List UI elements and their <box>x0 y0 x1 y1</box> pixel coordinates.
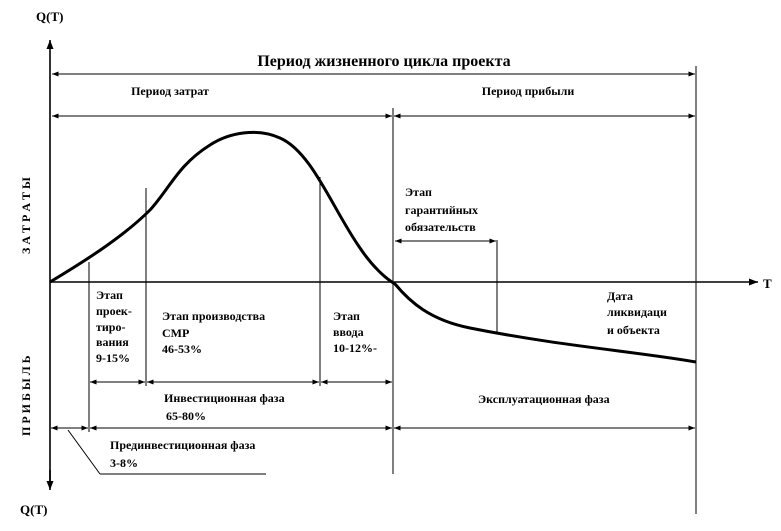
warranty-label: Этап гарантийных обязательств <box>405 185 481 234</box>
liquidation-line-2: ликвидаци <box>607 305 667 319</box>
design-line-5: 9-15% <box>96 351 130 365</box>
commissioning-line-1: Этап <box>333 309 360 323</box>
construction-stage-label: Этап производства СМР 46-53% <box>162 309 268 356</box>
cost-profit-curve <box>49 130 697 364</box>
construction-line-2: СМР <box>162 326 189 340</box>
warranty-line-3: обязательств <box>405 220 476 234</box>
investment-phase-percent: 65-80% <box>166 409 206 423</box>
x-axis-label: T <box>763 276 772 291</box>
warranty-line-1: Этап <box>405 185 432 199</box>
investment-percent-mask <box>150 421 230 429</box>
investment-phase-label: Инвестиционная фаза <box>164 391 285 405</box>
pre-investment-phase-label: Прединвестиционная фаза <box>110 438 255 452</box>
design-line-3: тиро- <box>96 320 125 334</box>
design-stage-label: Этап проек- тиро- вания 9-15% <box>96 288 135 365</box>
design-line-4: вания <box>96 335 129 349</box>
pre-investment-leader <box>67 429 101 475</box>
cost-period-label: Период затрат <box>131 84 209 98</box>
warranty-line-2: гарантийных <box>405 203 478 217</box>
design-line-1: Этап <box>96 288 123 302</box>
commissioning-line-3: 10-12%- <box>333 341 377 355</box>
construction-line-3: 46-53% <box>162 342 202 356</box>
commissioning-line-2: ввода <box>333 325 364 339</box>
construction-line-1: Этап производства <box>162 309 265 323</box>
commissioning-stage-label: Этап ввода 10-12%- <box>333 309 377 355</box>
liquidation-line-1: Дата <box>607 289 633 303</box>
lifecycle-title: Период жизненного цикла проекта <box>257 53 510 70</box>
liquidation-line-3: и объекта <box>607 323 660 337</box>
y-axis-bottom-label: Q(T) <box>20 502 47 517</box>
y-axis-top-label: Q(T) <box>36 9 63 24</box>
pre-investment-phase-percent: 3-8% <box>110 456 138 470</box>
costs-side-label: З А Т Р А Т Ы <box>19 177 33 254</box>
operation-phase-label: Эксплуатационная фаза <box>478 392 610 406</box>
design-line-2: проек- <box>96 304 132 318</box>
liquidation-date-label: Дата ликвидаци и объекта <box>607 289 670 337</box>
profit-period-label: Период прибыли <box>482 84 575 98</box>
profit-side-label: П Р И Б Ы Л Ь <box>19 355 33 436</box>
